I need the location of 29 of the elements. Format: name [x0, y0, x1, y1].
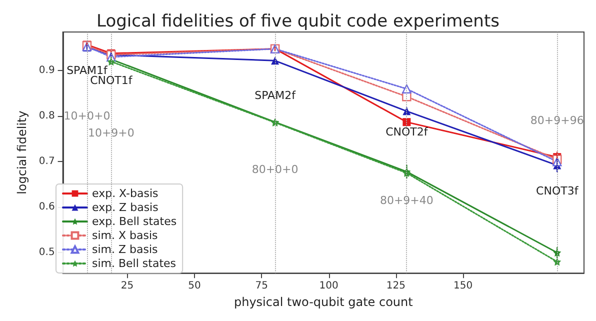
y-tick-label: 0.5: [38, 247, 55, 258]
legend-label: exp. Z basis: [92, 201, 159, 214]
y-tick-label: 0.8: [38, 110, 55, 122]
annotation: SPAM2f: [254, 89, 297, 102]
x-tick-label: 100: [319, 280, 338, 292]
legend-label: exp. Bell states: [92, 215, 177, 228]
y-tick-label: 0.9: [38, 65, 55, 76]
annotation: CNOT2f: [386, 126, 429, 139]
x-tick-label: 75: [255, 280, 268, 292]
annotation: 80+9+96: [530, 114, 584, 128]
legend-label: sim. Z basis: [92, 243, 158, 256]
x-tick-label: 125: [386, 280, 406, 292]
x-tick-label: 25: [120, 280, 134, 292]
annotation: 10+9+0: [88, 126, 134, 140]
chart-title: Logical fidelities of five qubit code experiments: [96, 12, 500, 32]
legend-label: sim. Bell states: [92, 257, 176, 270]
legend-label: sim. X basis: [92, 229, 158, 242]
x-tick-label: 150: [454, 280, 473, 292]
x-axis-title: physical two-qubit gate count: [234, 295, 414, 309]
annotation: 80+9+40: [380, 194, 434, 207]
annotation: 80+0+0: [252, 162, 298, 176]
annotation: CNOT1f: [90, 74, 134, 88]
annotation: 10+0+0: [64, 110, 110, 123]
y-axis-title: logcial fidelity: [15, 110, 29, 194]
legend-label: exp. X-basis: [92, 187, 159, 200]
x-tick-label: 50: [188, 280, 201, 292]
y-tick-label: 0.6: [38, 202, 55, 213]
annotation: CNOT3f: [536, 184, 580, 198]
y-tick-label: 0.7: [38, 156, 55, 168]
